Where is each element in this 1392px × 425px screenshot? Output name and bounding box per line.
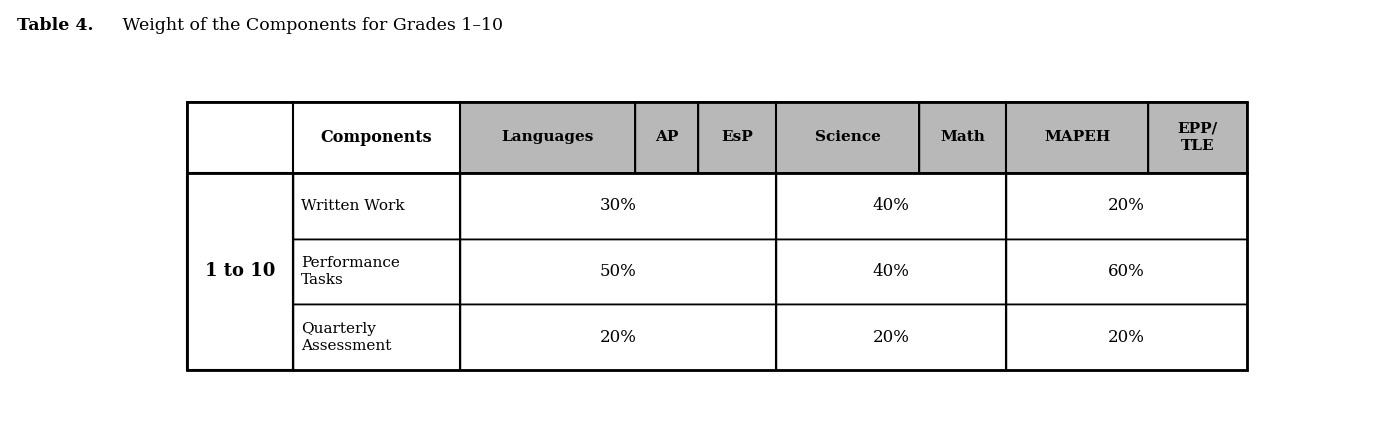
Bar	[635, 102, 697, 173]
Text: Math: Math	[940, 130, 984, 144]
Bar	[187, 304, 294, 370]
Bar	[1006, 304, 1247, 370]
Bar	[294, 238, 459, 304]
Bar	[294, 304, 459, 370]
Text: Languages: Languages	[501, 130, 593, 144]
Text: 20%: 20%	[1108, 329, 1146, 346]
Bar	[187, 173, 294, 370]
Bar	[1148, 102, 1247, 173]
Bar	[187, 238, 294, 304]
Bar	[459, 304, 777, 370]
Text: EPP/
TLE: EPP/ TLE	[1178, 122, 1218, 153]
Bar	[294, 102, 459, 173]
Text: 60%: 60%	[1108, 263, 1146, 280]
Bar	[1006, 238, 1247, 304]
Bar	[777, 304, 1006, 370]
Text: Performance
Tasks: Performance Tasks	[301, 256, 400, 287]
Text: Science: Science	[814, 130, 881, 144]
Bar	[187, 102, 294, 173]
Text: 50%: 50%	[600, 263, 636, 280]
Bar	[1006, 304, 1247, 370]
Text: Quarterly
Assessment: Quarterly Assessment	[301, 322, 391, 353]
Bar	[294, 304, 459, 370]
Bar	[459, 304, 777, 370]
Bar	[187, 102, 294, 173]
Text: 20%: 20%	[873, 329, 909, 346]
Bar	[187, 173, 294, 238]
Bar	[1006, 102, 1148, 173]
Text: EsP: EsP	[721, 130, 753, 144]
Bar	[919, 102, 1006, 173]
Bar	[777, 173, 1006, 238]
Text: MAPEH: MAPEH	[1044, 130, 1111, 144]
Bar	[777, 173, 1006, 238]
Text: Table 4.: Table 4.	[17, 17, 93, 34]
Bar	[919, 102, 1006, 173]
Bar	[777, 238, 1006, 304]
Bar	[187, 102, 1247, 370]
Text: 1 to 10: 1 to 10	[205, 263, 276, 280]
Bar	[294, 173, 459, 238]
Bar	[294, 238, 459, 304]
Text: 20%: 20%	[600, 329, 636, 346]
Bar	[294, 102, 459, 173]
Text: 20%: 20%	[1108, 197, 1146, 214]
Bar	[459, 173, 777, 238]
Bar	[459, 102, 635, 173]
Bar	[777, 238, 1006, 304]
Text: Weight of the Components for Grades 1–10: Weight of the Components for Grades 1–10	[117, 17, 503, 34]
Bar	[1006, 173, 1247, 238]
Text: Components: Components	[320, 129, 433, 146]
Bar	[777, 102, 919, 173]
Bar	[635, 102, 697, 173]
Bar	[294, 173, 459, 238]
Bar	[777, 304, 1006, 370]
Bar	[697, 102, 777, 173]
Bar	[459, 238, 777, 304]
Bar	[459, 102, 635, 173]
Bar	[459, 173, 777, 238]
Bar	[1006, 173, 1247, 238]
Bar	[777, 102, 919, 173]
Bar	[697, 102, 777, 173]
Text: Written Work: Written Work	[301, 199, 405, 212]
Bar	[459, 238, 777, 304]
Text: AP: AP	[654, 130, 678, 144]
Bar	[1148, 102, 1247, 173]
Text: 40%: 40%	[873, 263, 909, 280]
Text: 40%: 40%	[873, 197, 909, 214]
Bar	[1006, 102, 1148, 173]
Text: 30%: 30%	[600, 197, 636, 214]
Bar	[1006, 238, 1247, 304]
